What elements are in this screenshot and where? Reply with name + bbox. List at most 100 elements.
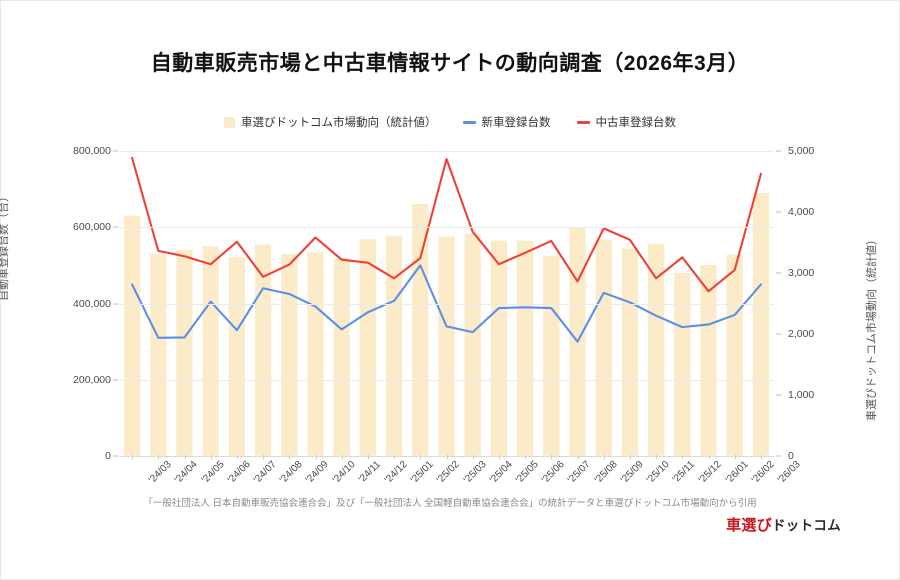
y-axis-right-tick-label: 4,000 xyxy=(788,206,815,218)
bar-2506 xyxy=(516,240,534,456)
x-axis-tickmark xyxy=(682,455,684,459)
x-axis-tickmark xyxy=(603,455,605,459)
bar-2504 xyxy=(464,233,481,456)
x-axis-tickmark xyxy=(656,455,658,459)
y-axis-right-tickmark xyxy=(776,455,781,457)
bar-2502 xyxy=(412,204,429,456)
legend-item-new-cars[interactable]: 新車登録台数 xyxy=(462,114,551,130)
bar-2405 xyxy=(176,249,193,456)
bar-2407 xyxy=(228,257,246,456)
line-series-new-cars xyxy=(131,264,762,343)
y-axis-left-tickmark xyxy=(113,303,118,304)
x-axis-label: '25/03 xyxy=(461,459,489,486)
bar-2601 xyxy=(700,265,717,456)
y-axis-left-tickmark xyxy=(113,150,118,152)
page-title: 自動車販売市場と中古車情報サイトの動向調査（2026年3月） xyxy=(150,52,750,75)
legend-label-used-cars: 中古車登録台数 xyxy=(595,117,677,129)
x-axis-tickmark xyxy=(760,455,762,459)
gridline xyxy=(119,227,774,229)
bar-2511 xyxy=(647,243,665,456)
y-axis-right-tick-label: 2,000 xyxy=(788,328,815,340)
legend-item-bar[interactable]: 車選びドットコム市場動向（統計値） xyxy=(224,114,437,130)
source-footnote: 「一般社団法人 日本自動車販売協会連合会」及び「一般社団法人 全国軽自動車協会連… xyxy=(143,498,757,509)
x-axis-label: '24/12 xyxy=(382,459,410,486)
x-axis-label: '25/04 xyxy=(487,459,515,486)
x-axis-tickmark xyxy=(341,455,343,459)
y-axis-right-tick-label: 0 xyxy=(788,450,794,462)
x-axis-tickmark xyxy=(472,455,474,459)
x-axis-label: '24/08 xyxy=(277,459,305,486)
x-axis-tickmark xyxy=(132,455,134,459)
logo-primary-text: 車選び xyxy=(726,517,772,534)
x-axis-tickmark xyxy=(734,455,736,459)
x-axis-label: '25/10 xyxy=(644,459,672,486)
x-axis-label: '25/07 xyxy=(566,459,594,486)
line-series-used-cars xyxy=(131,156,762,293)
x-axis-label: '25/01 xyxy=(408,459,436,486)
bar-2406 xyxy=(202,246,219,456)
brand-logo: 車選びドットコム xyxy=(726,514,841,535)
x-axis-label: '25/02 xyxy=(435,459,463,486)
x-axis-tickmark xyxy=(420,455,422,459)
y-axis-right-tickmark xyxy=(776,333,781,335)
x-axis-tickmark xyxy=(315,455,317,459)
x-axis-tickmark xyxy=(210,455,212,459)
x-axis-label: '25/06 xyxy=(539,459,567,486)
y-axis-right-tick-label: 3,000 xyxy=(788,267,815,279)
x-axis-label: '25/12 xyxy=(697,459,725,486)
bar-2603 xyxy=(752,193,770,456)
bar-2411 xyxy=(333,258,350,456)
bar-2602 xyxy=(726,254,743,456)
x-axis-tickmark xyxy=(577,455,579,459)
y-axis-right-tickmark xyxy=(776,394,781,396)
x-axis-label: '24/03 xyxy=(146,459,174,486)
x-axis-tickmark xyxy=(498,455,500,459)
y-axis-left-title: 自動車登録台数（台） xyxy=(0,191,10,301)
x-axis-label: '25/08 xyxy=(592,459,620,486)
y-axis-left-tickmark xyxy=(113,455,118,457)
plot-area xyxy=(119,151,774,457)
legend-new-line-swatch-icon xyxy=(462,120,476,124)
gridline xyxy=(119,303,774,305)
x-axis-tickmark xyxy=(446,455,448,459)
gridlines xyxy=(119,151,774,457)
x-axis-tickmark xyxy=(236,455,238,459)
x-axis-tickmark xyxy=(551,455,553,459)
bar-2404 xyxy=(150,254,167,456)
x-axis-tickmark xyxy=(289,455,291,459)
legend-label-new-cars: 新車登録台数 xyxy=(481,117,551,129)
bar-2512 xyxy=(674,273,691,456)
x-axis-tickmark xyxy=(184,455,186,459)
y-axis-left-tick-label: 200,000 xyxy=(73,373,111,386)
x-axis-label: '26/03 xyxy=(775,459,803,486)
x-axis-label: '24/09 xyxy=(304,459,332,486)
chart-canvas xyxy=(123,156,770,456)
x-axis-tickmark xyxy=(708,455,710,459)
y-axis-left-tick-label: 800,000 xyxy=(73,145,111,157)
y-axis-right-tickmark xyxy=(776,272,781,274)
y-axis-right-tickmark xyxy=(776,211,781,213)
y-axis-left-tick-label: 400,000 xyxy=(73,297,111,310)
bar-2412 xyxy=(359,239,377,456)
x-axis-tickmark xyxy=(629,455,631,459)
x-axis-tickmark xyxy=(367,455,369,459)
bar-2503 xyxy=(438,236,455,456)
x-axis-label: '25/11 xyxy=(670,459,698,486)
x-axis-label: '24/10 xyxy=(330,459,358,486)
y-axis-left-tickmark xyxy=(113,226,118,228)
bar-2507 xyxy=(543,255,560,456)
bar-2409 xyxy=(281,254,298,456)
x-axis-tickmark xyxy=(263,455,265,459)
chart-legend: 車選びドットコム市場動向（統計値） 新車登録台数 中古車登録台数 xyxy=(1,114,899,130)
x-axis-label: '26/02 xyxy=(749,459,777,486)
logo-secondary-text: ドットコム xyxy=(772,518,841,533)
x-axis-label: '25/09 xyxy=(618,459,646,486)
bar-2501 xyxy=(385,235,403,456)
y-axis-left-tick-label: 600,000 xyxy=(73,221,111,234)
x-axis-label: '24/04 xyxy=(173,459,201,486)
x-axis-label: '24/11 xyxy=(356,459,383,486)
legend-used-line-swatch-icon xyxy=(576,120,590,124)
legend-item-used-cars[interactable]: 中古車登録台数 xyxy=(576,114,677,130)
gridline xyxy=(119,151,774,152)
bar-2408 xyxy=(254,244,272,456)
